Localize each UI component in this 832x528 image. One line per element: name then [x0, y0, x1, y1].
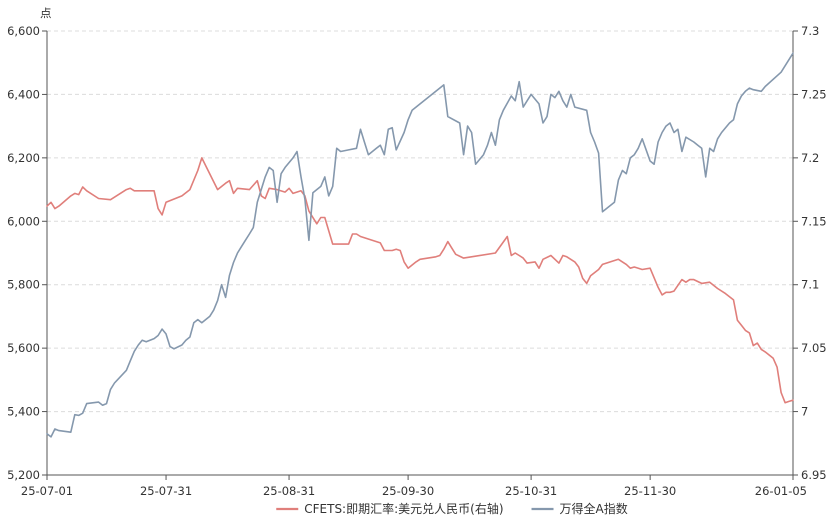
- legend: CFETS:即期汇率:美元兑人民币(右轴) 万得全A指数: [276, 501, 628, 516]
- series-line-usdcny: [46, 157, 794, 404]
- left-axis-tick-label: 6,600: [7, 24, 40, 38]
- left-axis-unit-label: 点: [40, 6, 52, 20]
- right-axis-tick-label: 7.05: [801, 341, 827, 355]
- right-axis-tick-label: 7.25: [801, 87, 827, 101]
- x-axis-tick-label: 25-07-31: [140, 484, 192, 498]
- right-axis-tick-label: 7.1: [801, 278, 819, 292]
- x-axis-tick-label: 25-11-30: [624, 484, 676, 498]
- x-axis-tick-label: 25-07-01: [21, 484, 73, 498]
- right-axis-tick-label: 7.15: [801, 214, 827, 228]
- right-axis-tick-label: 7.3: [801, 24, 819, 38]
- left-axis-tick-label: 5,400: [7, 405, 40, 419]
- x-axis-tick-label: 25-10-31: [505, 484, 557, 498]
- series-line-wind-all-a: [46, 52, 794, 438]
- left-axis-tick-label: 6,400: [7, 87, 40, 101]
- left-axis-tick-label: 5,600: [7, 341, 40, 355]
- legend-label: CFETS:即期汇率:美元兑人民币(右轴): [304, 501, 503, 516]
- right-axis-tick-label: 7.2: [801, 151, 819, 165]
- left-axis-tick-label: 6,200: [7, 151, 40, 165]
- x-axis-tick-label: 25-09-30: [382, 484, 434, 498]
- left-axis-tick-label: 6,000: [7, 214, 40, 228]
- series-lines: [46, 52, 794, 438]
- left-axis-tick-label: 5,200: [7, 468, 40, 482]
- legend-label: 万得全A指数: [560, 501, 628, 516]
- right-axis-tick-label: 6.95: [801, 468, 827, 482]
- right-axis-tick-label: 7: [801, 405, 808, 419]
- left-axis-tick-label: 5,800: [7, 278, 40, 292]
- x-axis-tick-label: 26-01-05: [755, 484, 807, 498]
- grid-lines: [47, 30, 793, 413]
- x-axis-tick-label: 25-08-31: [263, 484, 315, 498]
- axes: 5,200 5,400 5,600 5,800 6,000 6,200 6,400 6,600…: [7, 24, 827, 498]
